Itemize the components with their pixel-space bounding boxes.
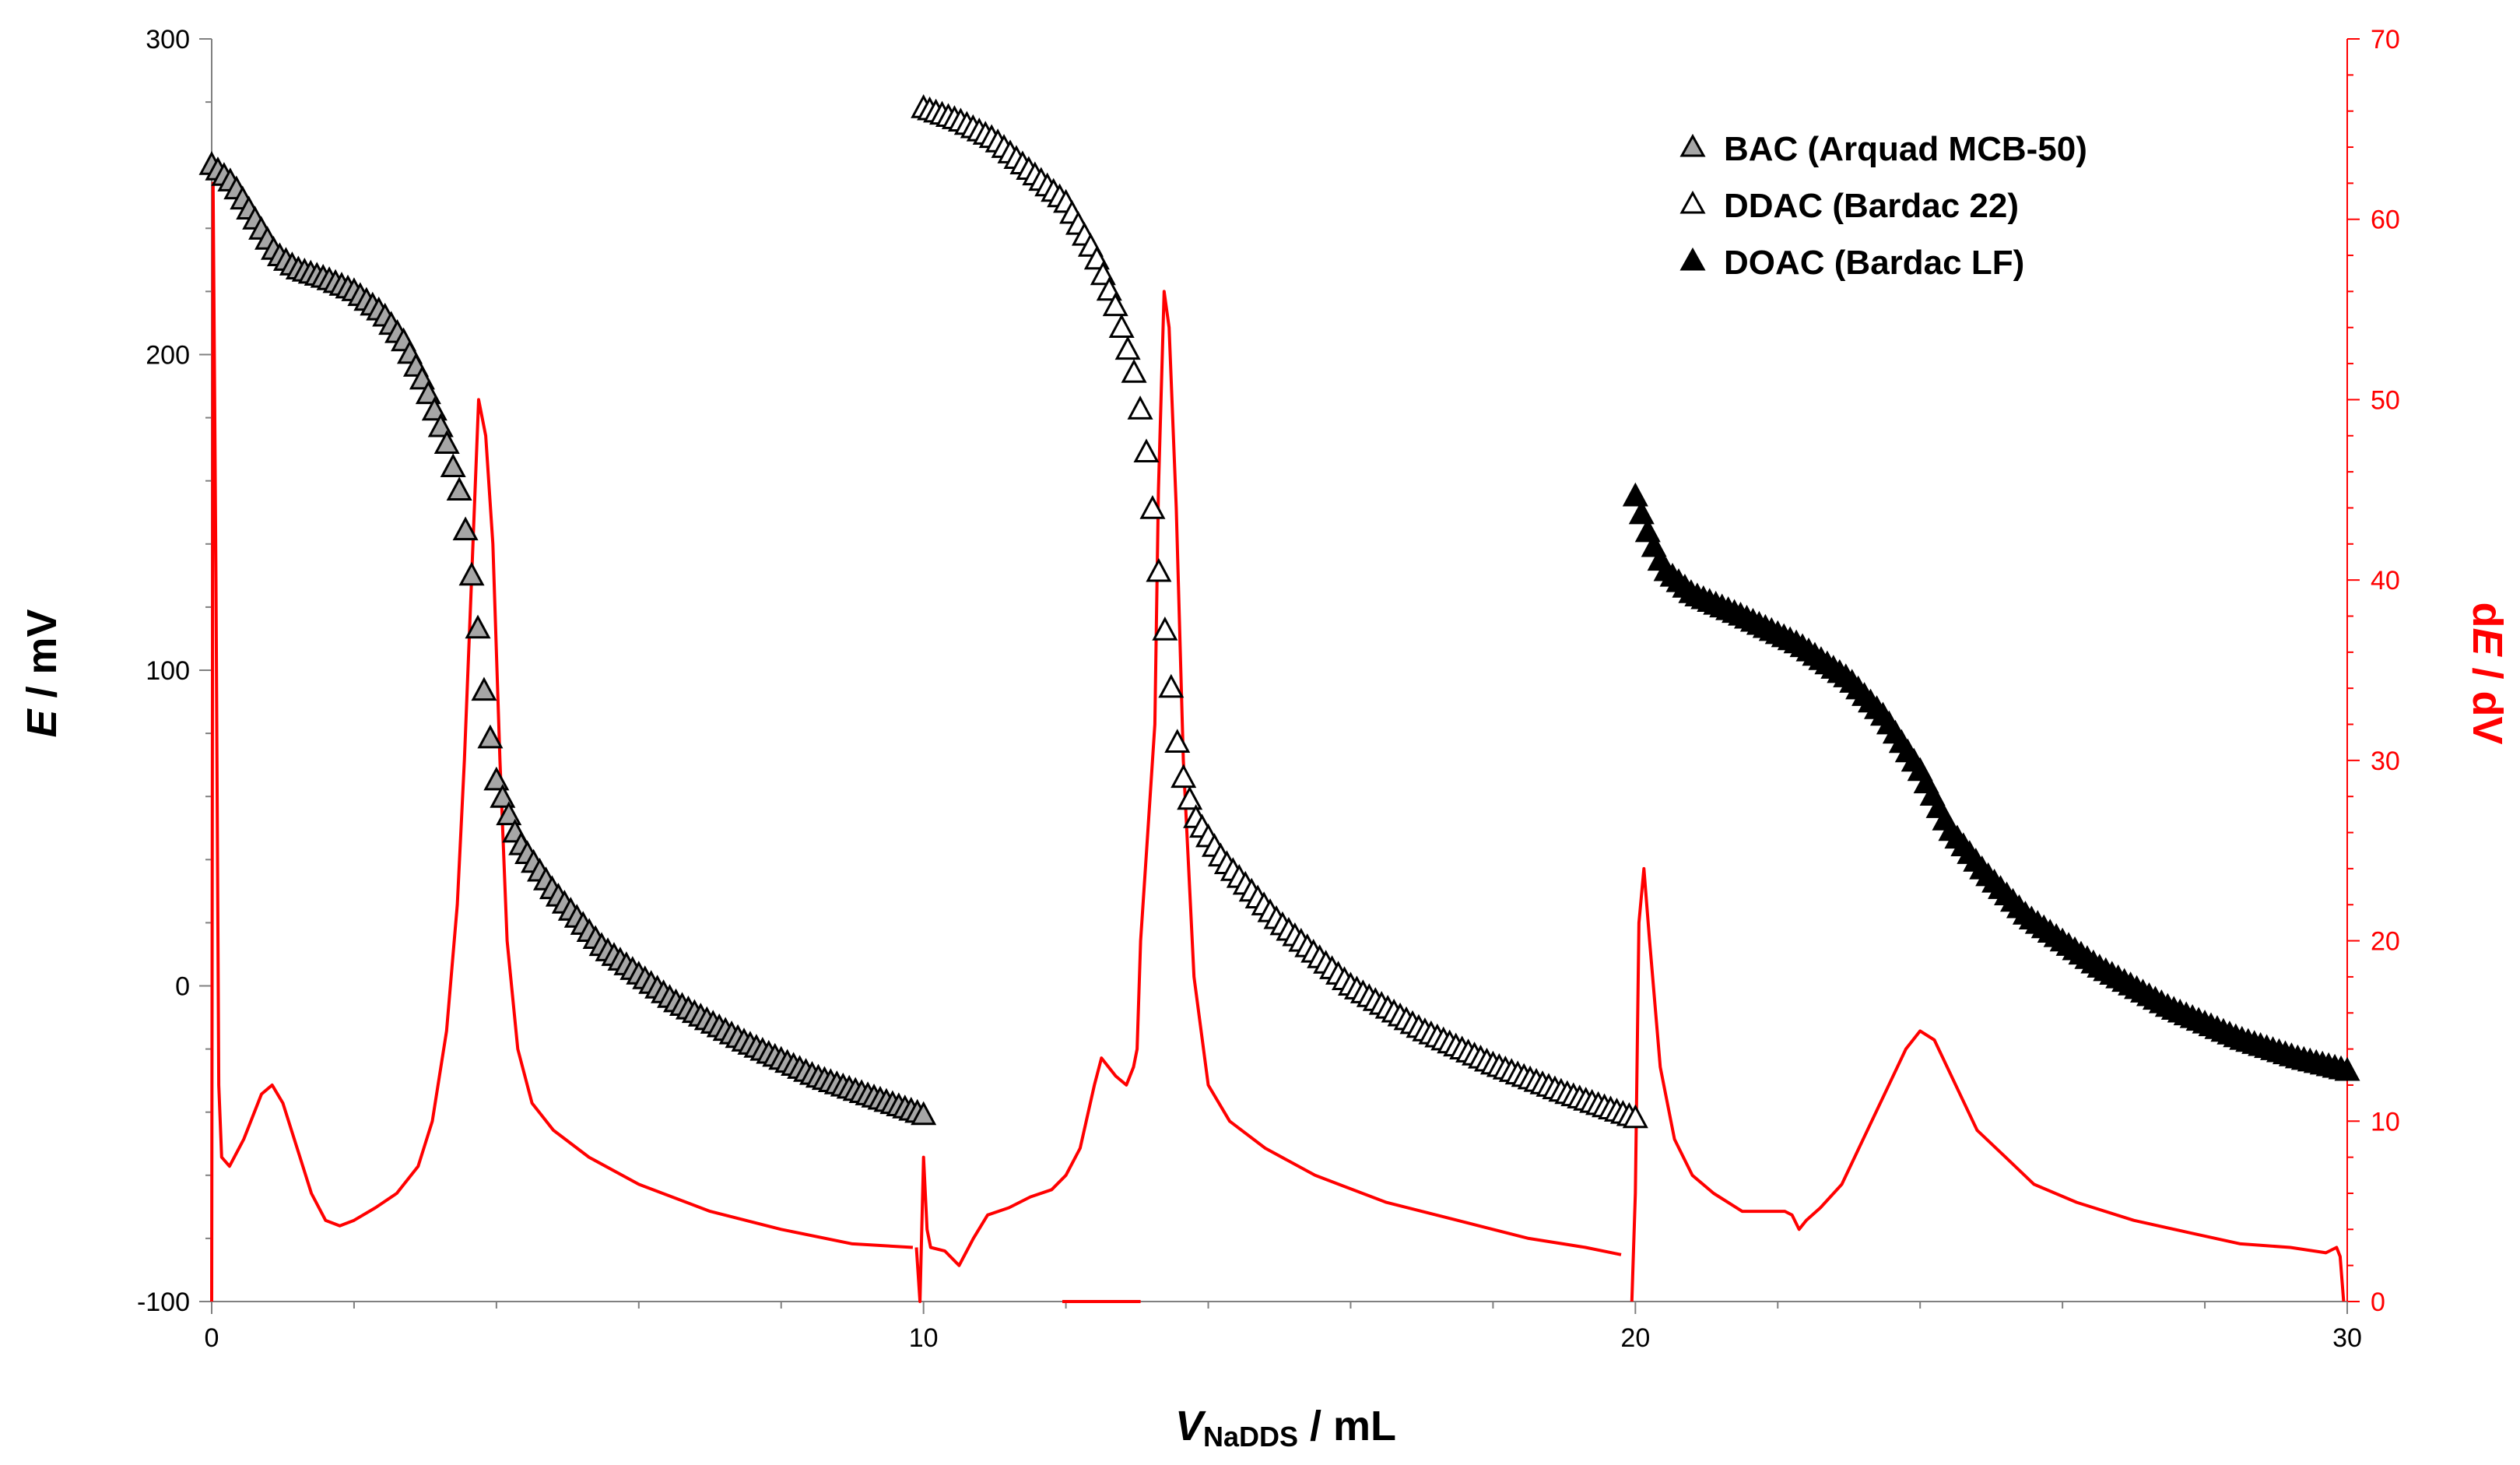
data-point	[483, 766, 510, 791]
legend-label-doac: DOAC (Bardac LF)	[1724, 244, 2024, 282]
data-point	[1152, 617, 1178, 641]
data-point	[1102, 292, 1128, 317]
data-point	[415, 380, 441, 405]
legend-label-ddac: DDAC (Bardac 22)	[1724, 187, 2019, 225]
data-point	[471, 676, 497, 701]
y-tick-label: -100	[137, 1288, 190, 1317]
legend-marker-bac	[1679, 133, 1706, 157]
data-point	[1158, 673, 1185, 698]
data-point	[490, 784, 516, 808]
data-point	[1133, 438, 1160, 463]
data-point	[1622, 1104, 1648, 1129]
data-point	[1628, 500, 1655, 525]
legend-item-bac: BAC (Arquad MCB-50)	[1679, 130, 2087, 168]
legend: BAC (Arquad MCB-50) DDAC (Bardac 22) DOA…	[1679, 130, 2087, 282]
data-point	[1177, 785, 1203, 810]
y-tick-label: 100	[146, 656, 190, 686]
data-point	[452, 516, 479, 541]
data-point	[458, 561, 485, 586]
x-tick-label: 0	[205, 1323, 219, 1353]
data-point	[1127, 395, 1153, 420]
y-tick-label: 200	[146, 341, 190, 371]
legend-item-ddac: DDAC (Bardac 22)	[1679, 187, 2019, 225]
derivative-line-segment	[210, 181, 914, 1302]
data-point	[1146, 557, 1172, 582]
series-layer	[198, 94, 2360, 1303]
data-point	[465, 614, 491, 639]
data-point	[1121, 359, 1147, 383]
y-tick-label: 300	[146, 25, 190, 54]
y2-tick-label: 0	[2371, 1288, 2385, 1317]
data-point	[1171, 764, 1197, 789]
data-point	[446, 476, 472, 501]
y2-tick-label: 40	[2371, 566, 2400, 595]
data-point	[477, 724, 504, 749]
y-axis-title: E / mV	[19, 609, 65, 737]
data-point	[433, 430, 460, 455]
series-1-markers	[198, 151, 937, 1126]
x-tick-label: 20	[1620, 1323, 1650, 1353]
y2-tick-label: 20	[2371, 927, 2400, 957]
data-point	[440, 453, 466, 478]
y2-tick-label: 30	[2371, 747, 2400, 776]
data-point	[427, 413, 454, 437]
x-tick-label: 10	[909, 1323, 939, 1353]
legend-marker-doac	[1679, 247, 1706, 271]
data-point	[1139, 495, 1166, 519]
y2-tick-label: 60	[2371, 206, 2400, 235]
x-axis-title: VNaDDS / mL	[1175, 1403, 1396, 1453]
y2-tick-label: 70	[2371, 25, 2400, 54]
derivative-line-segment	[914, 290, 1622, 1303]
y2-tick-label: 10	[2371, 1107, 2400, 1137]
series-3-markers	[1622, 482, 2360, 1081]
legend-label-bac: BAC (Arquad MCB-50)	[1724, 130, 2087, 168]
y-tick-label: 0	[175, 972, 190, 1002]
data-point	[2334, 1056, 2360, 1081]
legend-item-doac: DOAC (Bardac LF)	[1679, 244, 2024, 282]
y2-tick-label: 50	[2371, 385, 2400, 415]
data-point	[421, 396, 447, 421]
series-2-markers	[911, 94, 1648, 1129]
x-tick-label: 30	[2332, 1323, 2362, 1353]
data-point	[1164, 729, 1191, 753]
axes-layer: -100 0 100 200 300 0 10 20 30 40 50 60 70 0 10 20 30	[137, 25, 2400, 1353]
data-point	[1114, 336, 1141, 360]
data-point	[911, 1101, 937, 1126]
legend-marker-ddac	[1679, 190, 1706, 214]
data-point	[1622, 482, 1648, 507]
data-point	[496, 801, 522, 826]
data-point	[1108, 314, 1135, 338]
derivative-line-segment	[1630, 866, 2346, 1302]
y2-axis-title: dE / dV	[2464, 602, 2511, 744]
